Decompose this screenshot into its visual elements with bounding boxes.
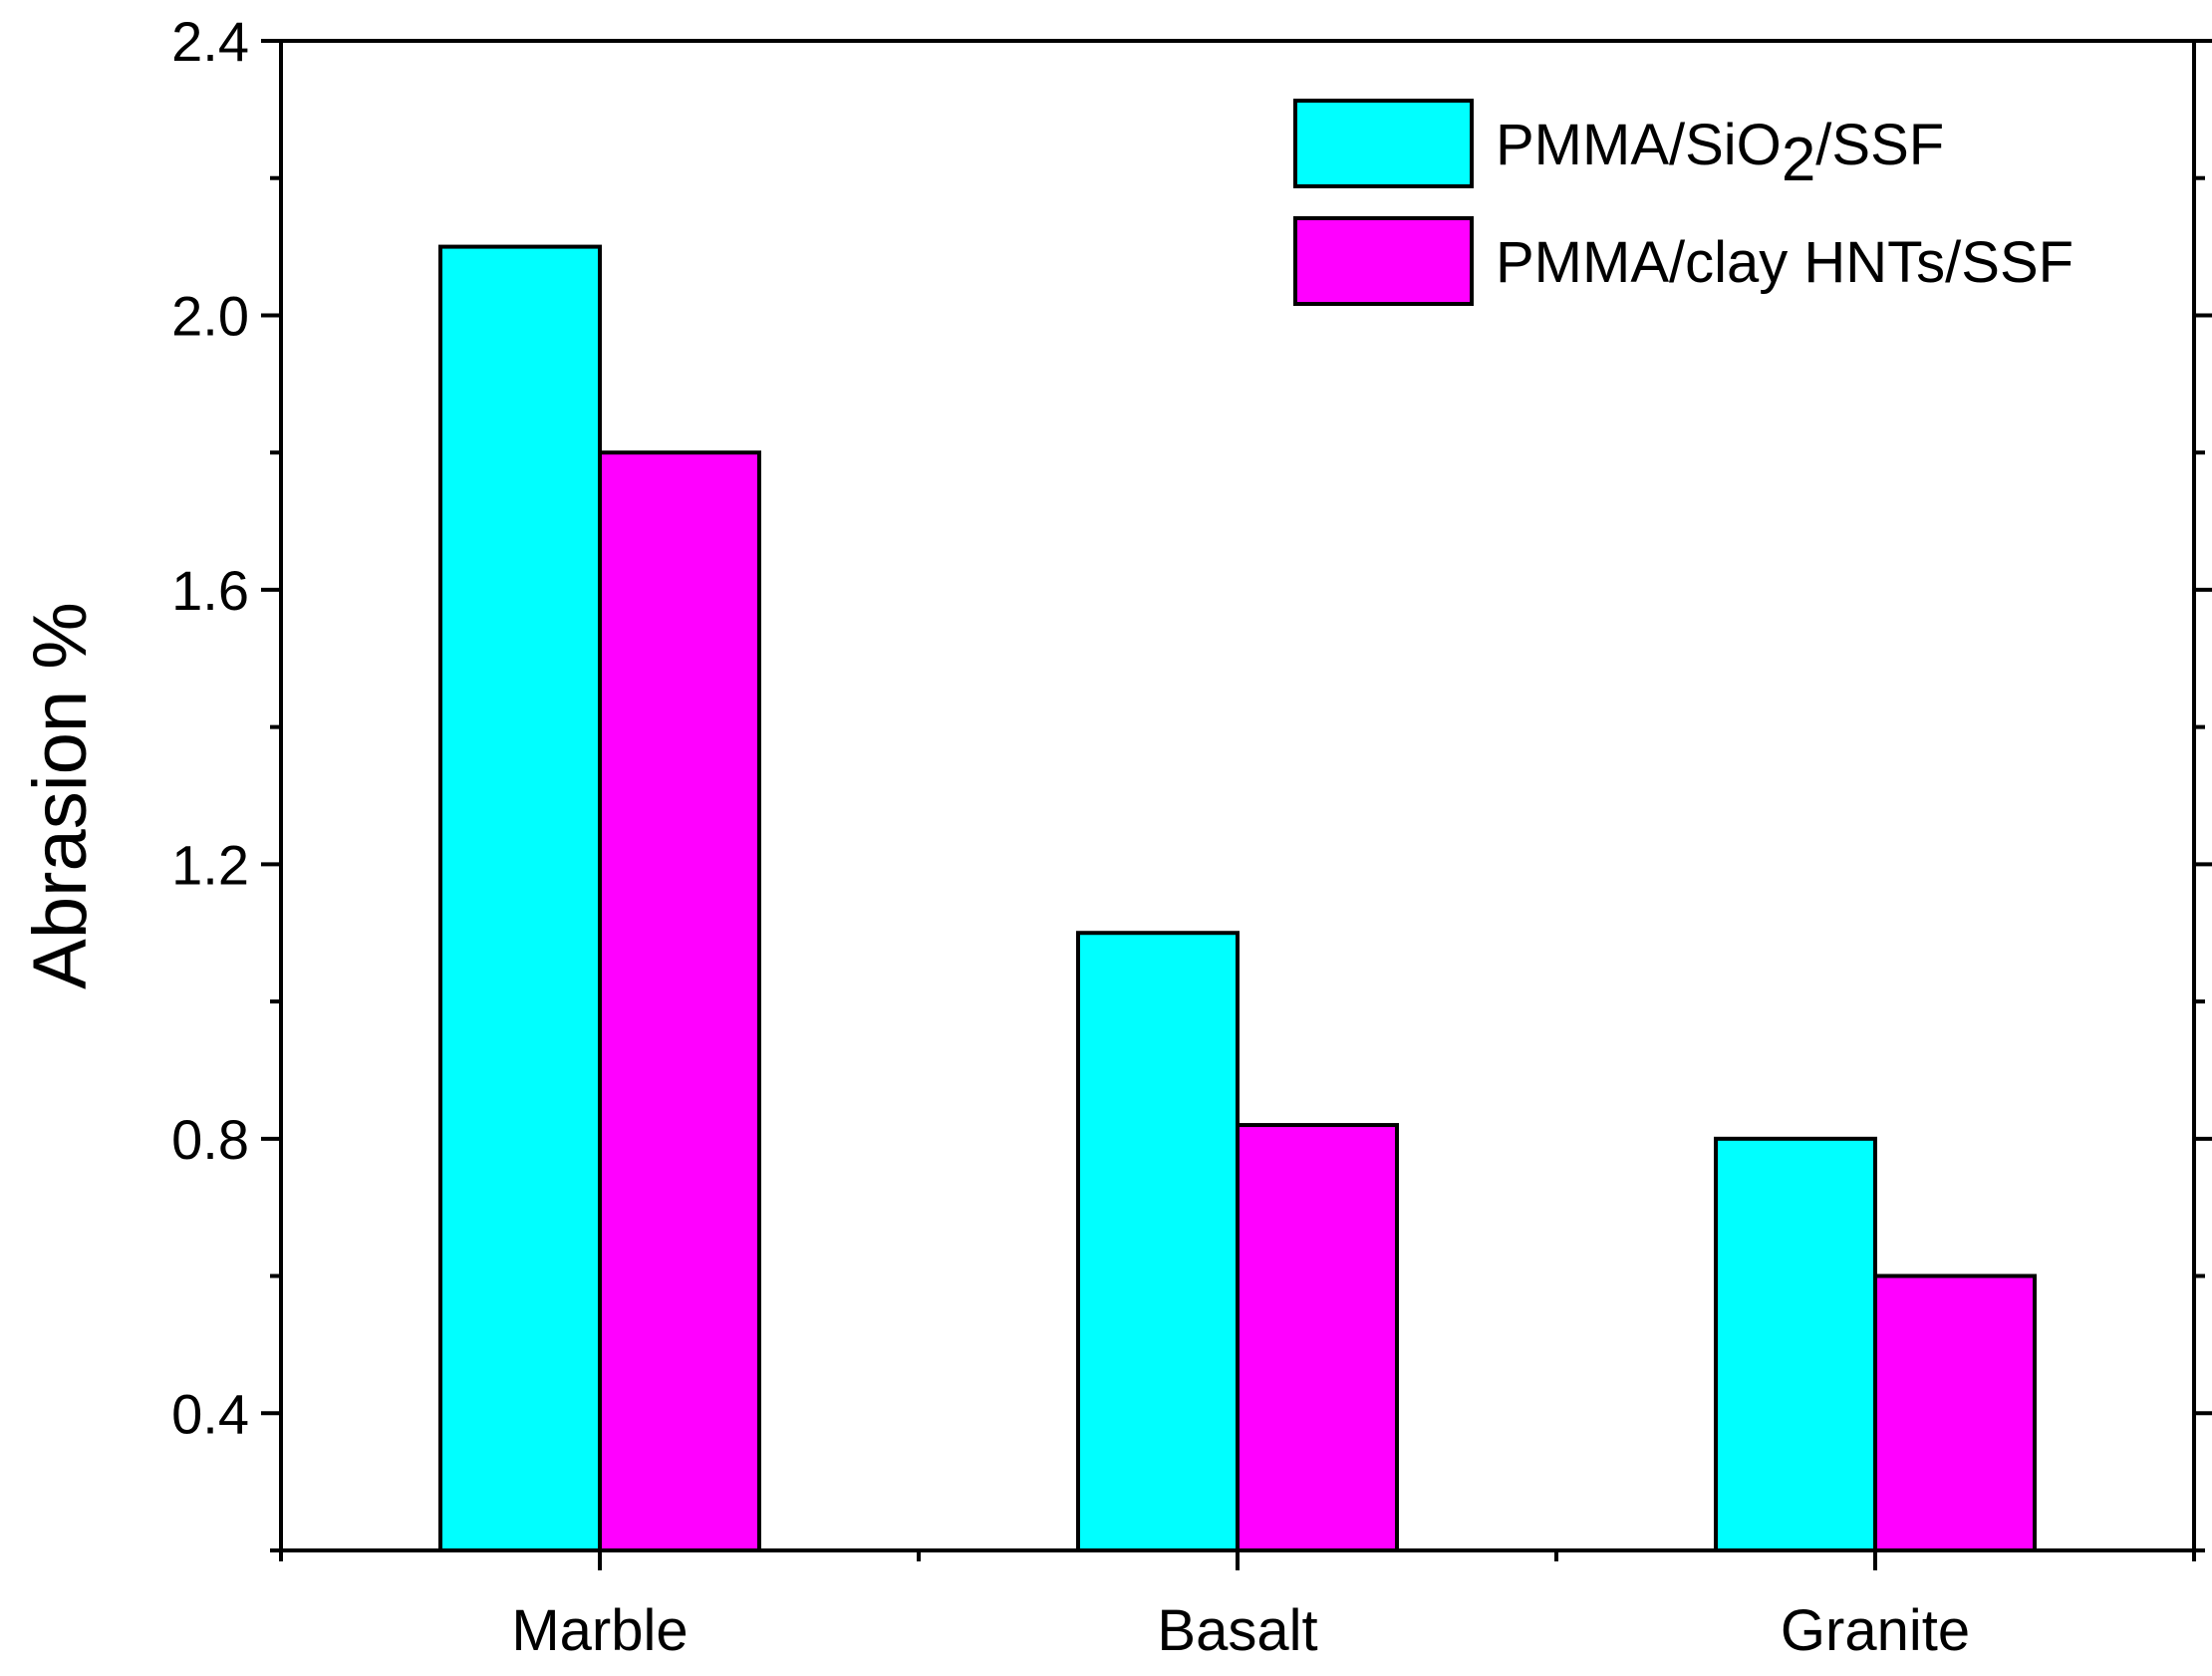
bar-basalt-series-1	[1076, 931, 1240, 1552]
y-tick-label: 0.8	[171, 1108, 249, 1171]
bar-basalt-series-2	[1236, 1123, 1399, 1552]
x-category-label: Marble	[511, 1598, 688, 1663]
y-tick-label: 2.4	[171, 10, 249, 73]
legend: PMMA/SiO2/SSF PMMA/clay HNTs/SSF	[1293, 99, 2074, 306]
y-axis-ticks: 0.4 0.8 1.2 1.6 2.0 2.4	[171, 10, 2212, 1552]
x-category-label: Granite	[1781, 1598, 1970, 1663]
bar-granite-series-2	[1873, 1273, 2037, 1552]
legend-swatch-series-2	[1293, 216, 1474, 306]
bar-marble-series-1	[438, 244, 602, 1552]
legend-swatch-series-1	[1293, 99, 1474, 188]
legend-label-series-2: PMMA/clay HNTs/SSF	[1496, 230, 2074, 295]
bar-marble-series-2	[598, 450, 761, 1553]
bars-layer	[438, 244, 2037, 1553]
y-tick-label: 0.4	[171, 1382, 249, 1445]
x-axis-ticks: Marble Basalt Granite	[279, 1550, 2196, 1663]
legend-label-series-1: PMMA/SiO2/SSF	[1496, 113, 1944, 194]
bar-granite-series-1	[1714, 1136, 1877, 1553]
y-tick-label: 2.0	[171, 284, 249, 347]
y-axis-title: Abrasion %	[18, 602, 103, 989]
y-tick-label: 1.2	[171, 833, 249, 896]
x-category-label: Basalt	[1157, 1598, 1317, 1663]
y-tick-label: 1.6	[171, 559, 249, 622]
